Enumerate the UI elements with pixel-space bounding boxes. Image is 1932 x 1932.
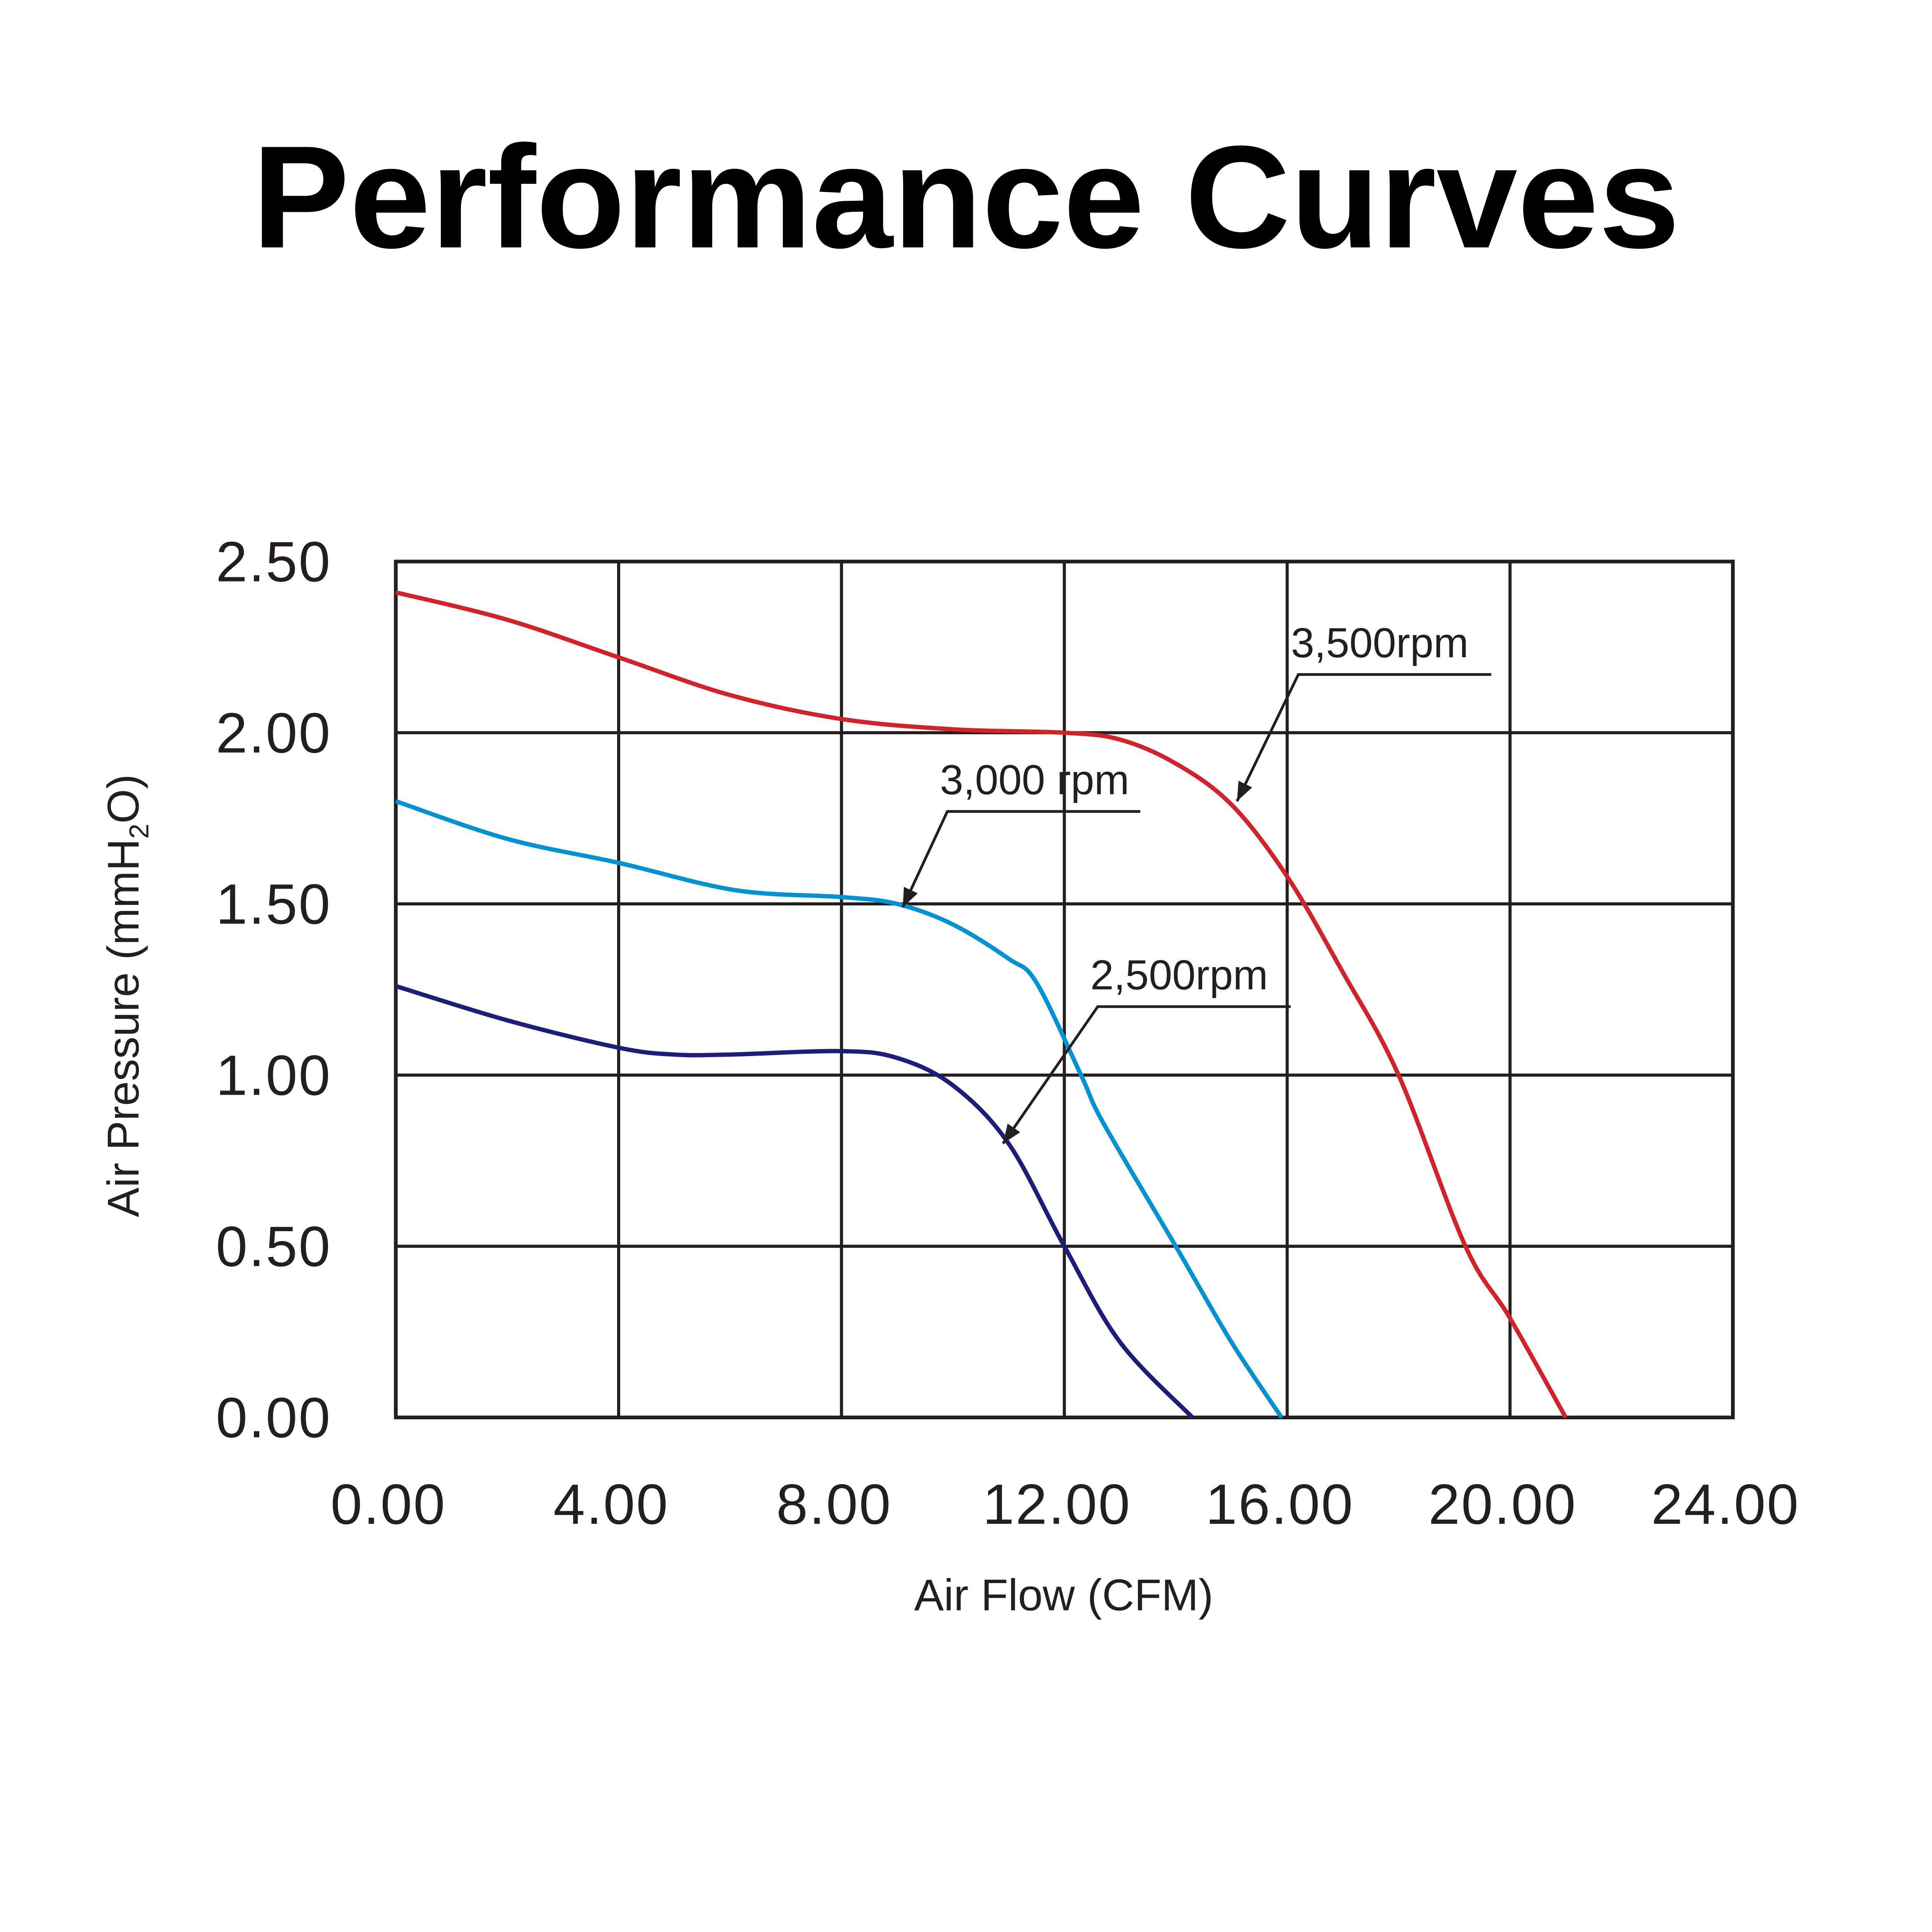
y-axis-label-sub: 2 xyxy=(124,824,154,839)
series-label: 3,500rpm xyxy=(1291,619,1469,667)
chart-title: Performance Curves xyxy=(252,116,1680,279)
y-axis-label-main: Air Pressure (mmH xyxy=(99,839,148,1217)
x-tick-label: 20.00 xyxy=(1428,1473,1577,1536)
series-label: 2,500rpm xyxy=(1090,951,1268,998)
annotation-leader xyxy=(1002,1005,1291,1145)
series-line-2 xyxy=(395,984,1194,1419)
x-tick-label: 12.00 xyxy=(983,1473,1131,1536)
y-axis-label: Air Pressure (mmH2O) xyxy=(99,774,155,1218)
y-tick-label: 0.50 xyxy=(216,1215,331,1279)
y-tick-label: 1.00 xyxy=(216,1044,331,1107)
tick-labels: 0.00 4.00 8.00 12.00 16.00 20.00 24.00 0.00 0.50… xyxy=(216,530,1799,1536)
x-tick-label: 16.00 xyxy=(1206,1473,1354,1536)
y-axis-label-end: O) xyxy=(99,774,148,824)
series-line-0 xyxy=(395,590,1568,1419)
y-tick-label: 2.00 xyxy=(216,702,331,765)
x-tick-label: 8.00 xyxy=(776,1473,892,1536)
x-tick-label: 24.00 xyxy=(1651,1473,1799,1536)
annotation-leader xyxy=(1236,673,1492,802)
x-tick-label: 4.00 xyxy=(553,1473,669,1536)
y-tick-label: 1.50 xyxy=(216,873,331,936)
plot-frame xyxy=(394,560,1735,1420)
annotation-leader xyxy=(901,810,1141,908)
x-tick-label: 0.00 xyxy=(330,1473,446,1536)
series-group: 3,500rpm 3,000 rpm 2,500rpm xyxy=(395,590,1568,1419)
x-axis-label: Air Flow (CFM) xyxy=(914,1571,1213,1620)
series-label: 3,000 rpm xyxy=(940,756,1129,803)
series-line-1 xyxy=(395,799,1284,1419)
y-tick-label: 2.50 xyxy=(216,530,331,594)
y-tick-label: 0.00 xyxy=(216,1386,331,1450)
grid xyxy=(394,560,1735,1420)
